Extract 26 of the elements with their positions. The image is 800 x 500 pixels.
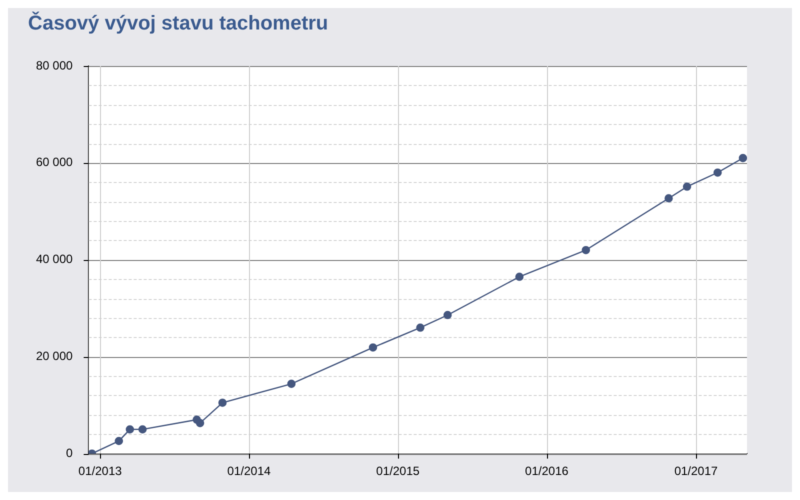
y-tick-label: 20 000 xyxy=(36,349,74,364)
x-tick-label: 01/2017 xyxy=(674,464,718,478)
x-tick-label: 01/2014 xyxy=(227,464,272,478)
point xyxy=(287,380,296,388)
point xyxy=(138,425,147,434)
x-tick-label: 01/2015 xyxy=(376,464,420,478)
point xyxy=(443,310,452,320)
point xyxy=(738,154,747,162)
chart-title: Časový vývoj stavu tachometru xyxy=(28,12,328,35)
point xyxy=(114,436,124,446)
y-tick-label: 40 000 xyxy=(36,252,74,266)
point xyxy=(218,398,227,407)
point xyxy=(664,194,673,202)
point xyxy=(416,323,424,332)
x-tick-label: 01/2016 xyxy=(525,464,569,478)
point xyxy=(582,246,590,254)
y-tick-label: 0 xyxy=(66,446,74,460)
y-tick-label: 80 000 xyxy=(36,58,74,72)
point xyxy=(515,272,524,281)
y-tick-label: 60 000 xyxy=(36,155,74,170)
point xyxy=(368,343,378,352)
point xyxy=(126,425,134,434)
point xyxy=(682,182,692,191)
x-tick-label: 01/2013 xyxy=(78,464,122,478)
point xyxy=(713,168,722,177)
point xyxy=(196,418,204,428)
